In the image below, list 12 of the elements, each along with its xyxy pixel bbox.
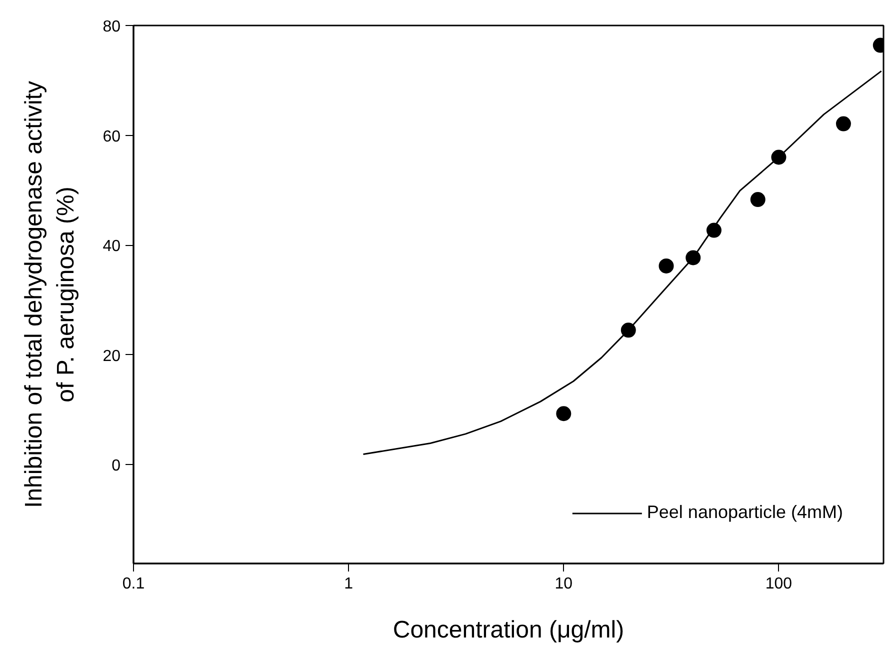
x-tick-label: 100 — [765, 576, 792, 592]
x-tick-label: 1 — [344, 576, 354, 592]
x-tick-label: 0.1 — [122, 576, 145, 592]
y-tick-label: 0 — [112, 458, 121, 475]
y-tick-label: 80 — [102, 18, 121, 36]
y-tick-label: 60 — [102, 128, 121, 146]
x-axis-title: Concentration (μg/ml) — [392, 616, 624, 644]
y-tick-label: 20 — [102, 348, 121, 365]
x-tick-label: 10 — [554, 576, 573, 592]
legend-label: Peel nanoparticle (4mM) — [646, 502, 843, 523]
y-axis-title: Inhibition of total dehydrogenase activity of P. aeruginosa (%) — [20, 81, 80, 508]
y-tick-label: 40 — [102, 238, 121, 256]
